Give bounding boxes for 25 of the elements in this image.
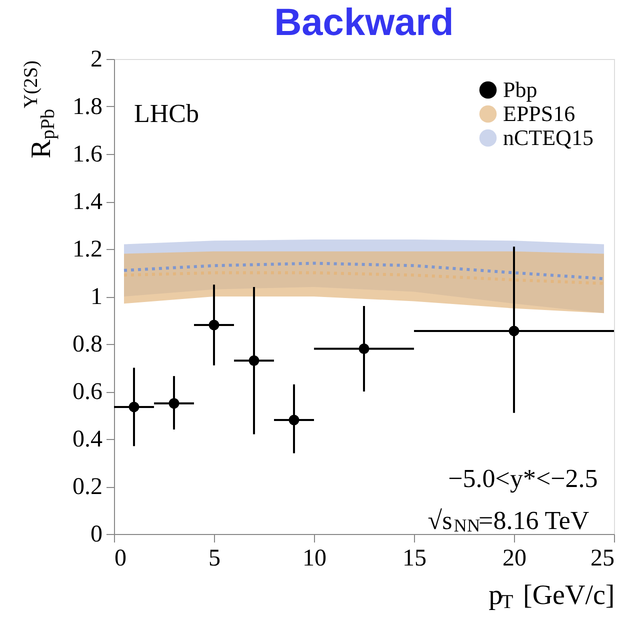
x-tick-label: 0 (114, 546, 126, 572)
y-tick-label: 0.4 (72, 426, 102, 452)
y-tick-label: 1 (90, 284, 102, 310)
x-tick-label: 15 (402, 546, 426, 572)
y-tick-label: 0.8 (72, 332, 102, 358)
annotation: √sNN=8.16 TeV (428, 506, 590, 536)
legend-label: Pbp (503, 77, 538, 102)
legend-label: EPPS16 (503, 101, 576, 126)
x-tick-label: 20 (502, 546, 526, 572)
chart-title: Backward (274, 2, 454, 44)
x-tick-label: 10 (302, 546, 326, 572)
y-tick-label: 1.6 (72, 142, 102, 168)
y-tick-label: 2 (90, 46, 102, 72)
x-tick-label: 5 (208, 546, 220, 572)
y-axis-title: RpPbΥ(2S) (20, 60, 60, 158)
y-tick-label: 1.2 (72, 236, 102, 262)
y-tick-label: 0.2 (72, 474, 102, 500)
annotation: −5.0<y*<−2.5 (448, 464, 598, 493)
legend-label: nCTEQ15 (503, 125, 594, 150)
y-tick-label: 0.6 (72, 379, 102, 405)
y-tick-label: 0 (90, 522, 102, 548)
y-tick-label: 1.8 (72, 94, 102, 120)
annotation: LHCb (134, 99, 199, 128)
y-tick-label: 1.4 (72, 189, 102, 215)
x-tick-label: 25 (590, 546, 614, 572)
